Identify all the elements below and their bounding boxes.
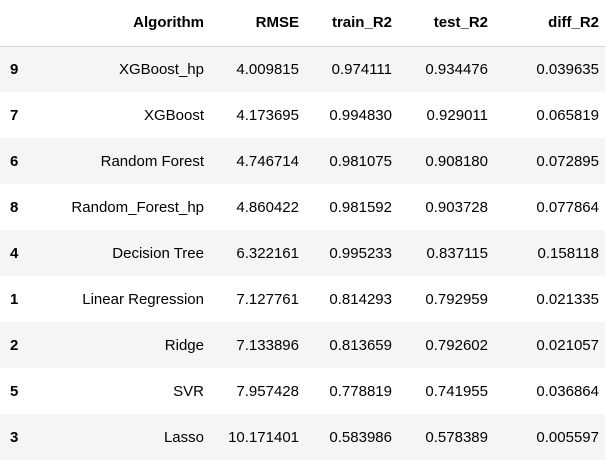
cell-test-r2: 0.578389 [425,428,488,446]
cell-diff-r2: 0.021335 [536,290,599,308]
table-row: 5 SVR 7.957428 0.778819 0.741955 0.03686… [0,368,605,414]
cell-test-r2: 0.837115 [426,244,488,262]
row-index: 4 [10,244,19,262]
cell-train-r2: 0.813659 [329,336,392,354]
cell-test-r2: 0.929011 [426,106,488,124]
table-row: 2 Ridge 7.133896 0.813659 0.792602 0.021… [0,322,605,368]
cell-train-r2: 0.814293 [329,290,392,308]
cell-diff-r2: 0.072895 [536,152,599,170]
table-body: 9 XGBoost_hp 4.009815 0.974111 0.934476 … [0,46,605,460]
cell-rmse: 7.133896 [236,336,299,354]
cell-algorithm: Ridge [164,336,204,354]
cell-train-r2: 0.994830 [329,106,392,124]
cell-test-r2: 0.741955 [425,382,488,400]
table-row: 1 Linear Regression 7.127761 0.814293 0.… [0,276,605,322]
row-index: 7 [10,106,19,124]
row-index: 1 [10,290,19,308]
cell-rmse: 4.746714 [236,152,299,170]
cell-train-r2: 0.583986 [329,428,392,446]
table-header: Algorithm RMSE train_R2 test_R2 diff_R2 [0,0,605,47]
cell-rmse: 4.009815 [236,60,299,78]
cell-rmse: 4.173695 [236,106,299,124]
cell-train-r2: 0.974111 [331,60,392,78]
table-row: 6 Random Forest 4.746714 0.981075 0.9081… [0,138,605,184]
header-diff-r2: diff_R2 [494,0,605,47]
cell-algorithm: Linear Regression [82,290,204,308]
cell-train-r2: 0.981075 [329,152,392,170]
header-algorithm: Algorithm [34,0,210,47]
cell-algorithm: Random Forest [100,152,204,170]
table-row: 7 XGBoost 4.173695 0.994830 0.929011 0.0… [0,92,605,138]
cell-diff-r2: 0.021057 [536,336,599,354]
cell-diff-r2: 0.077864 [536,198,599,216]
row-index: 3 [10,428,19,446]
cell-algorithm: SVR [173,382,204,400]
cell-diff-r2: 0.158118 [537,244,599,262]
dataframe-output: Algorithm RMSE train_R2 test_R2 diff_R2 … [0,0,605,446]
header-test-r2: test_R2 [398,0,494,47]
header-train-r2: train_R2 [305,0,398,47]
row-index: 5 [10,382,19,400]
cell-algorithm: Lasso [163,428,204,446]
table-row: 8 Random_Forest_hp 4.860422 0.981592 0.9… [0,184,605,230]
cell-diff-r2: 0.036864 [536,382,599,400]
row-index: 8 [10,198,19,216]
cell-test-r2: 0.792959 [425,290,488,308]
cell-test-r2: 0.908180 [425,152,488,170]
cell-algorithm: XGBoost [143,106,204,124]
cell-diff-r2: 0.005597 [536,428,599,446]
cell-rmse: 10.171401 [228,428,299,446]
cell-train-r2: 0.778819 [329,382,392,400]
cell-diff-r2: 0.065819 [536,106,599,124]
cell-algorithm: Random_Forest_hp [71,198,204,216]
cell-rmse: 4.860422 [236,198,299,216]
header-rmse: RMSE [210,0,305,47]
cell-rmse: 7.957428 [236,382,299,400]
row-index: 2 [10,336,19,354]
table-row: 9 XGBoost_hp 4.009815 0.974111 0.934476 … [0,46,605,92]
table-row: 4 Decision Tree 6.322161 0.995233 0.8371… [0,230,605,276]
cell-test-r2: 0.903728 [425,198,488,216]
cell-test-r2: 0.792602 [425,336,488,354]
cell-test-r2: 0.934476 [425,60,488,78]
cell-diff-r2: 0.039635 [536,60,599,78]
cell-rmse: 7.127761 [236,290,299,308]
cell-algorithm: XGBoost_hp [118,60,204,78]
header-row: Algorithm RMSE train_R2 test_R2 diff_R2 [0,0,605,47]
cell-train-r2: 0.981592 [329,198,392,216]
cell-train-r2: 0.995233 [329,244,392,262]
cell-algorithm: Decision Tree [112,244,204,262]
row-index: 6 [10,152,19,170]
cell-rmse: 6.322161 [236,244,299,262]
table-row: 3 Lasso 10.171401 0.583986 0.578389 0.00… [0,414,605,460]
header-index [0,0,34,47]
row-index: 9 [10,60,19,78]
